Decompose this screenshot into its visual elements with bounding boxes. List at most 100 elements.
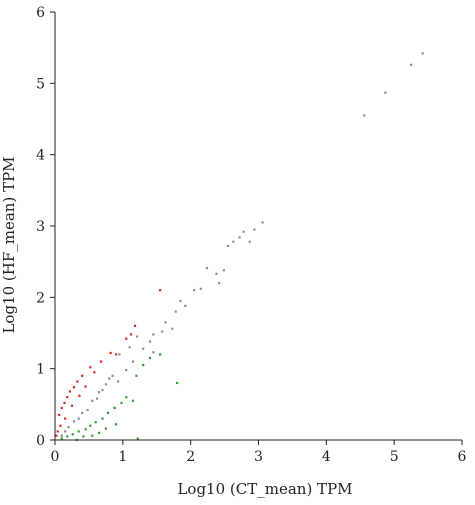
data-point-s0-5 [253, 228, 256, 231]
data-point-s2-16 [176, 381, 179, 385]
data-point-s1-21 [78, 394, 81, 397]
data-point-s0-43 [148, 340, 152, 343]
data-point-s0-30 [91, 399, 94, 402]
x-tick-label-0: 0 [51, 449, 60, 465]
data-point-s0-24 [125, 368, 128, 372]
data-point-s2-4 [84, 428, 87, 431]
data-point-s0-21 [152, 351, 155, 354]
data-point-s1-15 [159, 289, 162, 292]
y-tick-label-4: 4 [36, 148, 45, 164]
data-point-s0-17 [152, 333, 155, 336]
data-point-s0-20 [142, 347, 145, 350]
data-point-s0-16 [161, 330, 164, 333]
data-point-s0-46 [97, 391, 101, 394]
y-tick-label-1: 1 [36, 362, 45, 378]
data-point-s1-11 [109, 351, 112, 355]
data-point-s0-2 [384, 91, 387, 94]
x-tick-label-6: 6 [458, 449, 467, 465]
data-point-s1-12 [114, 353, 118, 356]
axes-layer [54, 12, 462, 441]
data-point-s0-45 [108, 377, 111, 380]
x-tick-label-5: 5 [390, 449, 399, 465]
y-tick-label-3: 3 [36, 219, 45, 235]
data-point-s0-39 [184, 304, 187, 307]
data-point-s2-18 [114, 423, 118, 426]
data-point-s0-12 [215, 272, 218, 275]
data-point-s0-42 [199, 287, 202, 290]
data-point-s0-27 [104, 383, 107, 386]
points-layer [55, 52, 424, 442]
y-tick-label-2: 2 [36, 290, 45, 306]
data-point-s2-8 [106, 411, 110, 414]
data-point-s2-10 [120, 401, 123, 405]
data-point-s0-23 [118, 353, 121, 356]
data-point-s2-5 [89, 424, 92, 427]
x-tick-label-2: 2 [186, 449, 195, 465]
data-point-s2-15 [159, 353, 162, 356]
data-point-s2-23 [91, 434, 94, 437]
data-point-s1-18 [56, 430, 59, 433]
x-axis-title: Log10 (CT_mean) TPM [177, 480, 352, 498]
data-point-s1-9 [93, 371, 96, 374]
data-point-s0-1 [410, 63, 413, 66]
data-point-s1-19 [64, 417, 67, 420]
data-point-s1-3 [66, 396, 69, 399]
y-tick-label-0: 0 [36, 433, 45, 449]
data-point-s0-26 [116, 380, 120, 383]
y-tick-label-6: 6 [36, 5, 45, 21]
x-tick-label-1: 1 [118, 449, 127, 465]
data-point-s2-12 [135, 374, 138, 377]
data-point-s0-37 [60, 434, 63, 437]
data-point-s0-9 [232, 240, 235, 243]
x-tick-label-4: 4 [322, 449, 331, 465]
data-point-s1-23 [55, 434, 58, 437]
data-point-s1-16 [133, 324, 137, 327]
data-point-s1-22 [84, 385, 87, 388]
data-point-s0-0 [421, 52, 424, 55]
y-axis-title: Log10 (HF_mean) TPM [0, 156, 18, 333]
data-point-s0-19 [135, 335, 139, 338]
data-point-s0-7 [238, 236, 241, 239]
data-point-s2-2 [71, 433, 74, 436]
data-point-s0-11 [222, 269, 226, 272]
data-point-s1-13 [125, 337, 128, 340]
data-point-s1-14 [129, 333, 133, 336]
data-point-s0-25 [111, 374, 114, 377]
y-tick-label-5: 5 [36, 76, 45, 92]
x-tick-label-3: 3 [254, 449, 263, 465]
data-point-s0-35 [67, 426, 70, 429]
data-point-s2-19 [136, 437, 139, 440]
data-point-s1-17 [59, 424, 62, 427]
data-point-s1-0 [57, 413, 61, 417]
data-point-s0-13 [205, 266, 209, 270]
data-point-s2-0 [60, 437, 63, 440]
data-point-s0-10 [226, 244, 230, 248]
data-point-s0-31 [86, 408, 89, 412]
data-point-s1-10 [100, 360, 103, 363]
data-point-s0-6 [242, 230, 245, 233]
data-point-s0-29 [95, 397, 99, 400]
data-point-s0-40 [179, 299, 182, 302]
data-point-s0-18 [171, 327, 174, 330]
data-point-s0-15 [164, 321, 167, 324]
data-point-s1-2 [63, 401, 66, 405]
data-point-s0-14 [218, 281, 221, 285]
data-point-s2-14 [148, 356, 152, 360]
data-point-s1-6 [76, 380, 79, 383]
data-point-s2-3 [77, 430, 80, 433]
data-point-s0-3 [363, 114, 366, 117]
data-point-s0-34 [72, 420, 76, 423]
data-point-s0-41 [174, 310, 177, 313]
data-point-s2-21 [97, 431, 101, 434]
data-point-s1-7 [81, 374, 84, 377]
data-point-s2-9 [113, 406, 116, 409]
data-point-s0-32 [81, 411, 84, 414]
data-point-s1-20 [70, 404, 74, 407]
data-point-s0-38 [192, 289, 196, 292]
data-point-s0-4 [261, 221, 264, 224]
data-point-s2-17 [131, 399, 135, 402]
data-point-s2-24 [104, 427, 107, 430]
data-point-s0-36 [64, 430, 67, 433]
